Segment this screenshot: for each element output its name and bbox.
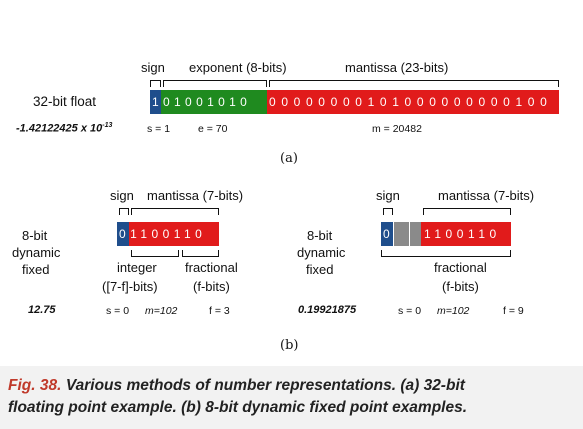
exponent-bits-box-a: 01001010 bbox=[161, 90, 267, 114]
sign-bit-box-br: 0 bbox=[381, 222, 393, 246]
mantissa-bracket-bl bbox=[131, 208, 219, 215]
row-label-bl-1: 8-bit bbox=[22, 228, 48, 243]
figure-caption-line-1: Fig. 38. Various methods of number repre… bbox=[8, 378, 465, 394]
padding-divider-br bbox=[409, 222, 410, 246]
s-eq-br: s = 0 bbox=[398, 305, 422, 317]
exponent-bits-a: 01001010 bbox=[163, 95, 252, 109]
row-label-br-3: fixed bbox=[306, 262, 334, 277]
sign-bit-br: 0 bbox=[383, 227, 390, 241]
value-br: 0.19921875 bbox=[298, 304, 357, 316]
row-label-br-1: 8-bit bbox=[307, 228, 333, 243]
sign-label-a: sign bbox=[141, 60, 165, 75]
mantissa-label-a: mantissa (23-bits) bbox=[345, 60, 449, 75]
figure-caption-text-1: Various methods of number representation… bbox=[65, 377, 465, 394]
m-eq-br: m=102 bbox=[437, 305, 470, 317]
integer-label-bl: integer bbox=[117, 260, 157, 275]
mantissa-label-bl: mantissa (7-bits) bbox=[147, 188, 244, 203]
caption-a: (a) bbox=[280, 151, 298, 166]
value-a-exponent: -13 bbox=[102, 122, 113, 129]
integer-sub-label-bl: ([7-f]-bits) bbox=[102, 279, 158, 294]
mantissa-bits-box-br: 1100110 bbox=[421, 222, 511, 246]
row-label-br-2: dynamic bbox=[297, 245, 346, 260]
row-label-32bit: 32-bit float bbox=[33, 94, 97, 109]
mantissa-bits-a: 00000000101000000000100 bbox=[269, 95, 553, 109]
exponent-label-a: exponent (8-bits) bbox=[189, 60, 287, 75]
mantissa-bits-box-bl bbox=[129, 222, 219, 246]
sign-bracket-a bbox=[150, 80, 161, 87]
bits-bl: 01100110 bbox=[119, 227, 207, 241]
m-eq-a: m = 20482 bbox=[372, 123, 422, 135]
sign-label-bl: sign bbox=[110, 188, 134, 203]
padding-bits-box-br bbox=[393, 222, 421, 246]
sign-bit-a: 1 bbox=[152, 95, 159, 109]
row-label-bl-2: dynamic bbox=[12, 245, 61, 260]
value-a-mantissa: -1.42122425 x 10 bbox=[16, 122, 103, 135]
figure-number: Fig. 38. bbox=[8, 377, 62, 394]
f-eq-bl: f = 3 bbox=[209, 305, 230, 317]
mantissa-bits-box-a: 00000000101000000000100 bbox=[267, 90, 559, 114]
figure-caption: Fig. 38. Various methods of number repre… bbox=[0, 366, 583, 429]
integer-bracket-bl bbox=[131, 250, 179, 257]
m-eq-bl: m=102 bbox=[145, 305, 178, 317]
fractional-bracket-br bbox=[381, 250, 511, 257]
fractional-label-bl: fractional bbox=[185, 260, 238, 275]
figure-caption-text-2: floating point example. (b) 8-bit dynami… bbox=[8, 399, 468, 416]
mantissa-bracket-br bbox=[423, 208, 511, 215]
s-eq-a: s = 1 bbox=[147, 123, 171, 135]
caption-b: (b) bbox=[280, 338, 299, 353]
sign-bracket-br bbox=[383, 208, 393, 215]
fractional-label-br: fractional bbox=[434, 260, 487, 275]
value-a: -1.42122425 x 10-13 bbox=[16, 122, 112, 135]
exponent-bracket-a bbox=[163, 80, 267, 87]
sign-bit-box-bl bbox=[117, 222, 129, 246]
fractional-sub-label-br: (f-bits) bbox=[442, 279, 479, 294]
mantissa-bracket-a bbox=[269, 80, 559, 87]
mantissa-bits-br: 1100110 bbox=[424, 227, 501, 241]
f-eq-br: f = 9 bbox=[503, 305, 524, 317]
sign-label-br: sign bbox=[376, 188, 400, 203]
value-bl: 12.75 bbox=[28, 304, 56, 316]
mantissa-label-br: mantissa (7-bits) bbox=[438, 188, 535, 203]
fractional-bracket-bl bbox=[182, 250, 219, 257]
fractional-sub-label-bl: (f-bits) bbox=[193, 279, 230, 294]
row-label-bl-3: fixed bbox=[22, 262, 50, 277]
s-eq-bl: s = 0 bbox=[106, 305, 130, 317]
sign-bit-box-a: 1 bbox=[150, 90, 161, 114]
e-eq-a: e = 70 bbox=[198, 123, 228, 135]
sign-bracket-bl bbox=[119, 208, 129, 215]
